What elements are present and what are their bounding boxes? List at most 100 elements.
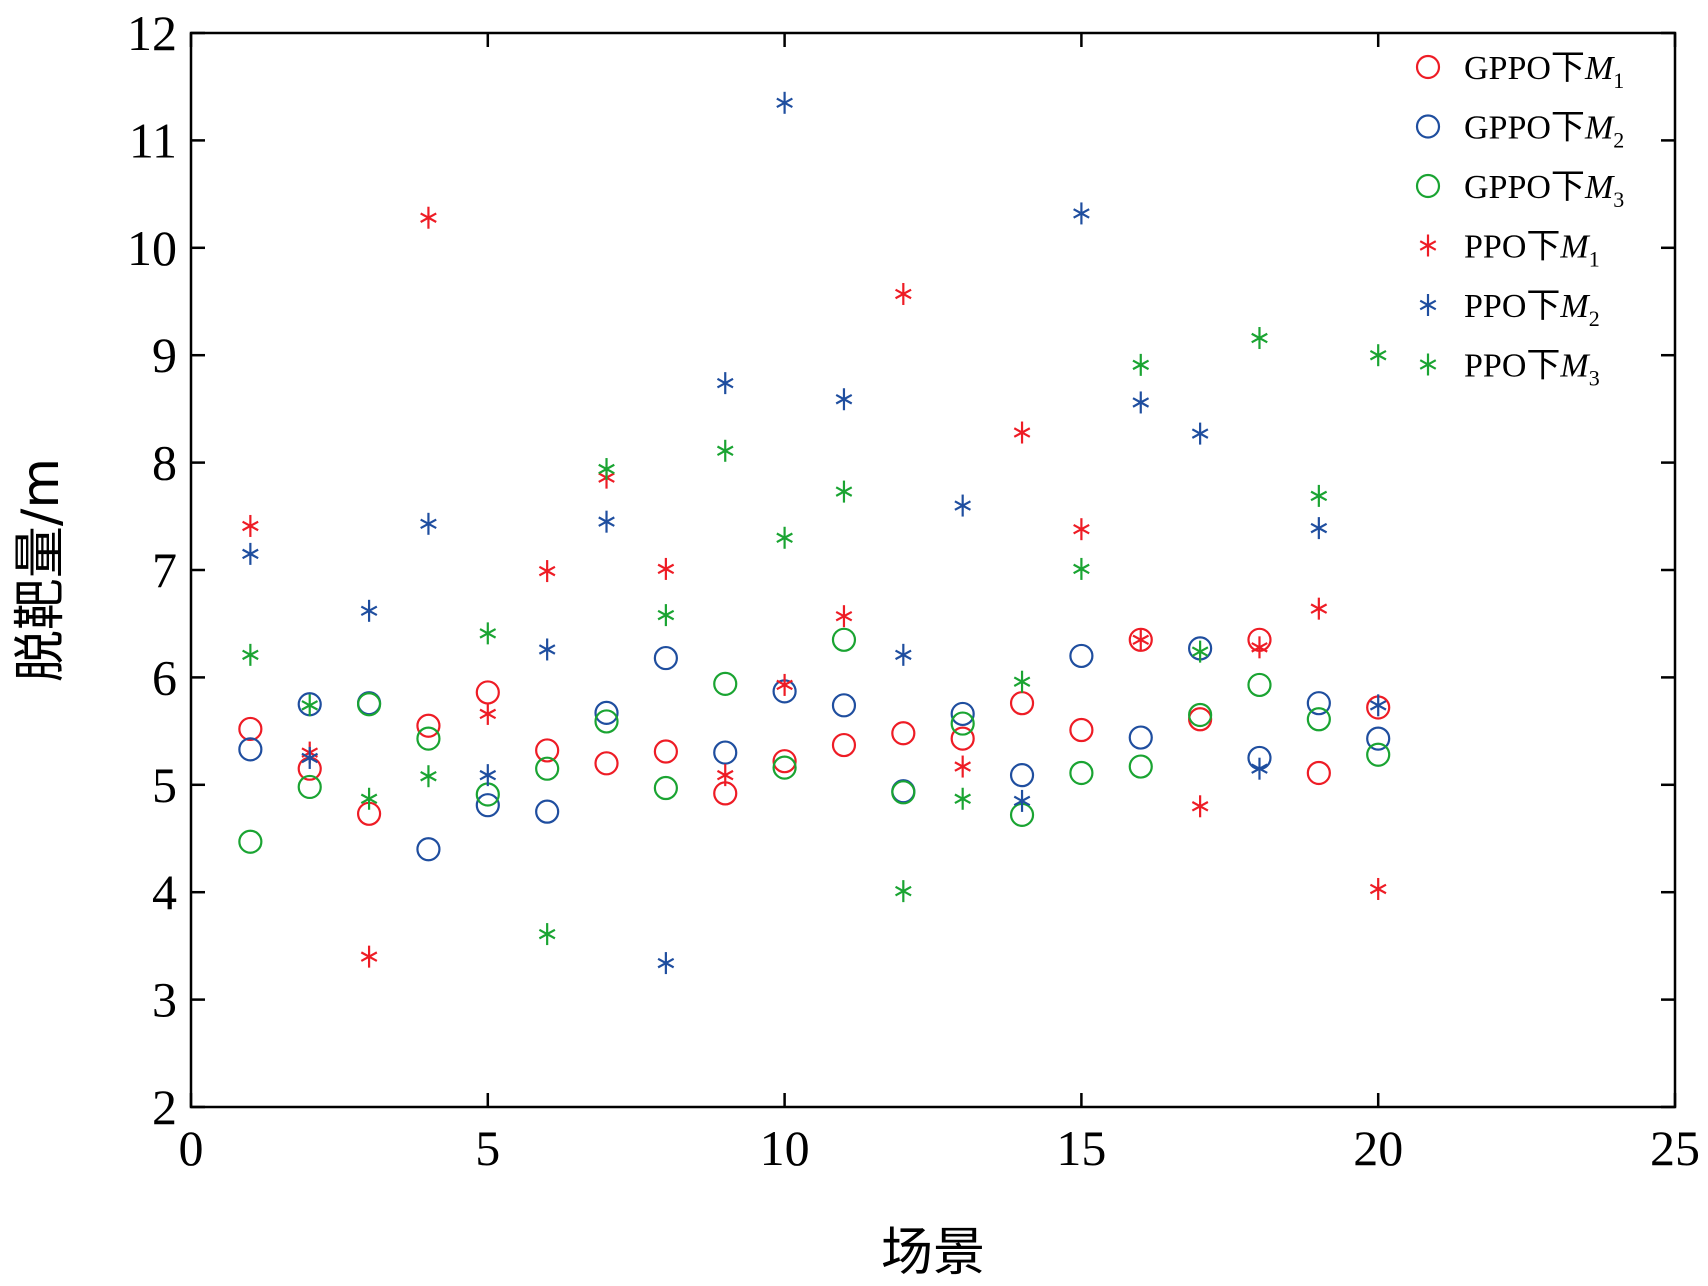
legend-marker <box>1415 173 1441 199</box>
legend-label: PPO下M3 <box>1464 348 1600 391</box>
x-tick-label: 25 <box>1650 1120 1700 1176</box>
data-point <box>1009 763 1035 788</box>
data-point <box>831 732 857 758</box>
data-point <box>301 746 319 769</box>
data-point <box>1366 742 1391 767</box>
y-tick-label: 5 <box>152 757 177 813</box>
data-point <box>242 643 259 666</box>
y-tick-label: 9 <box>152 327 177 383</box>
legend-variable: M <box>1584 169 1615 206</box>
data-point <box>1191 422 1209 445</box>
data-point <box>1073 557 1090 580</box>
legend-label: PPO下M2 <box>1464 288 1600 331</box>
data-point <box>653 739 678 764</box>
data-point <box>356 692 382 717</box>
x-tick-label: 5 <box>475 1120 500 1176</box>
data-point <box>1132 628 1150 651</box>
data-point <box>835 388 853 411</box>
y-tick-label: 6 <box>152 649 177 705</box>
plot-frame <box>189 31 1677 1109</box>
data-point <box>653 775 678 801</box>
data-point <box>1128 754 1153 779</box>
legend-variable: M <box>1559 288 1590 325</box>
data-point <box>1128 725 1153 750</box>
series-6 <box>242 327 1387 946</box>
data-point <box>594 700 619 725</box>
data-point <box>895 880 912 903</box>
legend-marker <box>1419 353 1437 376</box>
data-point <box>1191 640 1209 663</box>
data-point <box>716 439 734 462</box>
data-point <box>538 638 556 661</box>
data-point <box>835 605 853 628</box>
data-point <box>1310 484 1328 507</box>
data-point <box>895 282 912 305</box>
y-tick-label: 7 <box>152 542 177 598</box>
data-point <box>242 542 259 565</box>
legend-item: PPO下M2 <box>1419 288 1600 331</box>
legend-subscript: 2 <box>1589 306 1600 331</box>
data-point <box>716 764 734 787</box>
data-point <box>1366 726 1391 751</box>
legend: GPPO下M1 GPPO下M2 GPPO下M3 PPO下M1 PPO下M2 PPO下M3 <box>1415 50 1624 391</box>
data-point <box>1013 670 1031 693</box>
data-point <box>538 560 556 583</box>
data-point <box>479 702 497 725</box>
data-point <box>479 622 497 645</box>
data-point <box>416 726 441 751</box>
x-tick-label: 10 <box>760 1120 810 1176</box>
data-point <box>895 643 912 666</box>
data-point <box>1251 636 1268 659</box>
data-point <box>238 737 263 762</box>
data-point <box>1369 344 1387 367</box>
y-tick-label: 12 <box>127 5 177 61</box>
y-tick-label: 2 <box>152 1079 177 1135</box>
data-point <box>1310 517 1328 540</box>
data-point <box>954 494 971 517</box>
legend-variable: M <box>1584 110 1615 147</box>
data-point <box>1069 643 1094 669</box>
data-point <box>297 774 322 800</box>
legend-item: GPPO下M1 <box>1415 50 1624 93</box>
legend-marker <box>1419 234 1437 257</box>
data-point <box>360 599 378 622</box>
legend-subscript: 3 <box>1589 366 1600 391</box>
data-point <box>1310 597 1328 620</box>
x-tick-label: 15 <box>1056 1120 1106 1176</box>
legend-variable: M <box>1584 50 1615 87</box>
data-point <box>772 749 797 774</box>
data-point <box>238 716 263 742</box>
data-point <box>954 755 971 778</box>
data-point <box>950 726 975 751</box>
data-point <box>1013 421 1031 444</box>
data-point <box>1073 202 1090 225</box>
data-point <box>594 709 619 734</box>
data-point <box>242 514 259 537</box>
data-point <box>713 671 738 696</box>
data-point <box>891 780 916 805</box>
legend-label: PPO下M1 <box>1464 229 1600 272</box>
data-point <box>776 91 793 114</box>
data-point <box>301 694 319 717</box>
legend-item: PPO下M1 <box>1419 229 1600 272</box>
series-1 <box>238 627 1391 826</box>
data-point <box>831 627 857 652</box>
data-point <box>538 923 556 946</box>
data-point <box>598 458 615 481</box>
legend-subscript: 1 <box>1613 68 1624 93</box>
data-point <box>1369 694 1387 717</box>
legend-item: GPPO下M2 <box>1415 110 1624 153</box>
axes <box>189 31 1677 1109</box>
legend-item: GPPO下M3 <box>1415 169 1624 212</box>
legend-label: GPPO下M1 <box>1464 50 1624 93</box>
data-point <box>1132 391 1150 414</box>
y-tick-label: 3 <box>152 972 177 1028</box>
data-point <box>1132 353 1150 376</box>
data-point <box>479 764 497 787</box>
data-point <box>420 206 437 229</box>
data-point <box>535 738 560 763</box>
series-2 <box>238 636 1391 862</box>
y-axis-title: 脱靶量/m <box>11 458 71 682</box>
